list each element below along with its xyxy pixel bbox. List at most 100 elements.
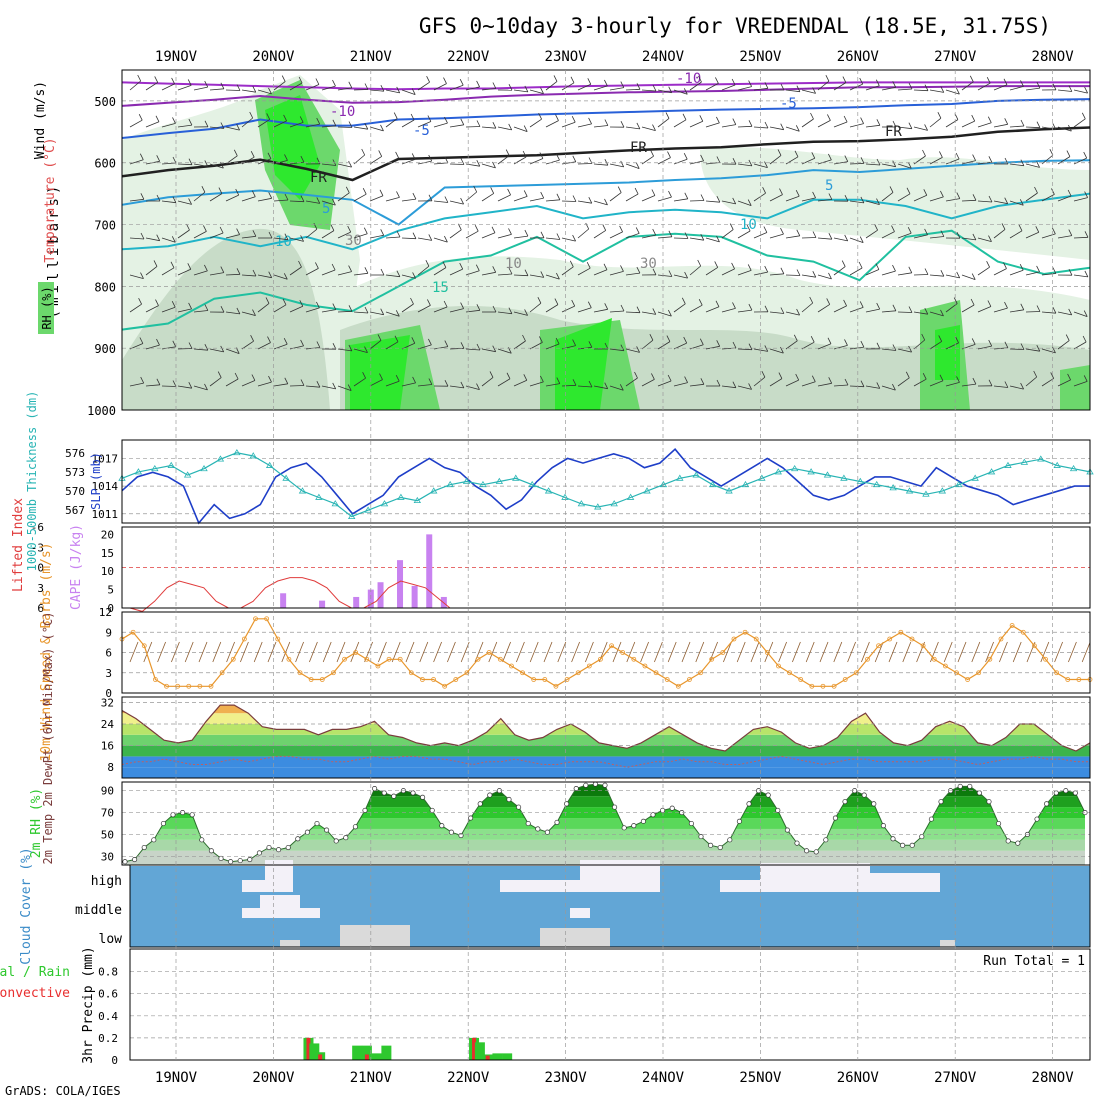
rh-point — [669, 805, 675, 811]
wind-barb-flag — [236, 228, 240, 235]
rh-point — [775, 807, 781, 813]
wind-barb — [321, 385, 336, 390]
wind-barb — [609, 385, 624, 391]
wind-barb-flag — [187, 79, 192, 86]
rh-point — [352, 824, 358, 830]
wind-barb — [353, 311, 369, 314]
wind-barb-flag — [682, 113, 687, 120]
wind-barb-flag — [971, 273, 976, 280]
wind-barb-flag — [412, 232, 417, 239]
thickness-marker — [265, 461, 274, 468]
cape-bar — [353, 596, 360, 608]
wind-barb-flag — [492, 345, 497, 352]
wind-barb-flag — [1036, 345, 1041, 352]
wind-barb — [417, 305, 431, 313]
wind-barb — [321, 269, 336, 276]
wind-speed-point — [475, 656, 481, 662]
wind-barb — [817, 343, 832, 350]
wind-barb — [177, 268, 191, 276]
wind-barb — [993, 84, 1008, 91]
wind-speed-point — [942, 663, 948, 669]
wind-barb — [1041, 378, 1054, 387]
wind-barb-flag — [540, 271, 545, 278]
wind-barb — [737, 200, 752, 206]
top-date-label: 23NOV — [545, 49, 588, 65]
wind-speed-point — [1043, 656, 1048, 662]
wind-barb-flag — [956, 192, 961, 199]
rh-point — [372, 786, 378, 792]
wind-barb — [945, 382, 960, 387]
wind-barb — [817, 80, 830, 91]
rh-point — [266, 844, 272, 851]
wind-barb-flag — [427, 299, 431, 306]
wind-barb-flag — [332, 79, 336, 87]
wind-barb-flag — [459, 79, 464, 86]
wind-speed-point — [965, 677, 971, 682]
wind-barb — [577, 267, 591, 276]
wind-barb-flag — [700, 194, 705, 201]
wind-barb — [1057, 89, 1072, 92]
wind-barb — [833, 384, 849, 387]
wind-barb — [977, 237, 992, 242]
wind-barb — [513, 235, 528, 239]
wind-barb — [289, 237, 304, 242]
surface-wind-barb — [1068, 641, 1077, 663]
precip-legend-conv: Convective — [0, 986, 70, 1001]
ylabel-cape: CAPE (J/kg) — [69, 524, 84, 610]
wind-barb — [577, 163, 593, 165]
wind-barb-flag — [923, 189, 928, 196]
wind-barb-flag — [1020, 343, 1025, 350]
wind-barb — [769, 378, 783, 387]
wind-barb-flag — [906, 187, 911, 194]
wind-barb — [321, 163, 336, 166]
wind-barb — [433, 237, 448, 243]
wind-barb-flag — [1004, 197, 1009, 204]
wind-barb — [737, 230, 751, 239]
wind-barb-flag — [218, 187, 223, 194]
wind-barb-flag — [876, 382, 881, 389]
wind-barb-flag — [460, 197, 464, 205]
wind-barb — [241, 117, 253, 128]
rh-point — [688, 820, 694, 827]
wind-barb-flag — [572, 195, 577, 202]
wind-barb-flag — [681, 297, 686, 304]
wind-barb — [689, 265, 701, 276]
rh-point — [621, 825, 627, 831]
wind-speed-point — [1076, 677, 1082, 682]
wind-barb — [481, 163, 496, 169]
wind-barb — [145, 237, 160, 242]
wind-barb — [593, 163, 608, 166]
surface-wind-barb — [805, 641, 815, 663]
wind-barb-flag — [524, 269, 529, 276]
wind-barb — [129, 159, 144, 165]
wind-barb-flag — [924, 84, 929, 91]
wind-barb — [385, 311, 400, 317]
wind-barb-flag — [844, 378, 849, 386]
wind-barb-flag — [362, 188, 367, 195]
rh-point — [660, 807, 666, 813]
rh-point — [295, 836, 301, 842]
wind-barb — [849, 162, 865, 165]
contour-label: 15 — [432, 280, 449, 296]
grid-lines — [121, 69, 1091, 1061]
wind-barb — [657, 341, 671, 350]
thickness-marker — [134, 468, 143, 475]
wind-speed-point — [1031, 643, 1037, 649]
rh-point — [381, 790, 387, 796]
rh-point — [276, 847, 282, 853]
wind-barb — [353, 89, 369, 91]
wind-barb — [753, 232, 768, 239]
wind-barb-flag — [828, 272, 832, 280]
wind-barb-flag — [537, 297, 542, 304]
wind-barb — [145, 82, 158, 91]
wind-barb — [465, 348, 481, 351]
wind-barb — [1073, 274, 1088, 278]
wind-barb — [577, 83, 591, 91]
wind-barb-flag — [460, 118, 465, 125]
rh-shading — [350, 335, 410, 410]
wind-barb-flag — [763, 226, 768, 233]
precip-tick: 0 — [111, 1054, 118, 1067]
wind-barb-flag — [380, 308, 385, 315]
wind-barb — [721, 84, 736, 91]
wind-barb-flag — [715, 77, 719, 84]
